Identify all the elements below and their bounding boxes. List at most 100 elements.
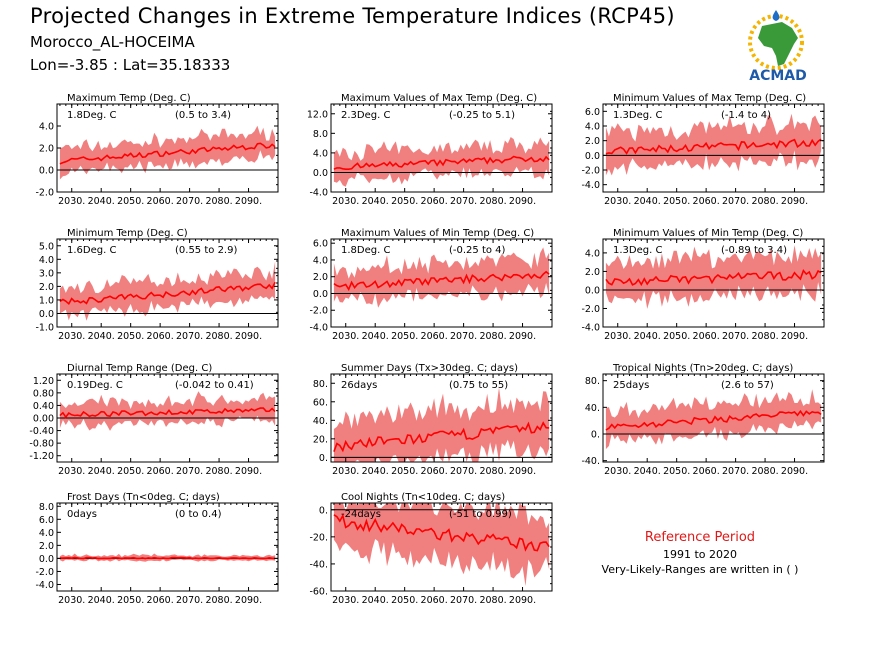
x-tick-label: 2070.: [176, 331, 203, 342]
y-tick-label: 0.0: [585, 285, 600, 296]
x-tick-label: 2070.: [722, 331, 749, 342]
y-tick-label: -4.0: [35, 580, 54, 591]
y-tick-label: 0.80: [33, 388, 54, 399]
very-likely-range-value: (0 to 0.4): [175, 509, 222, 520]
x-tick-label: 2070.: [450, 466, 477, 477]
very-likely-range-value: (-0.25 to 5.1): [449, 110, 515, 121]
very-likely-range-band: [59, 261, 276, 321]
x-tick-label: 2080.: [205, 595, 232, 606]
x-tick-label: 2080.: [479, 331, 506, 342]
reference-period-title: Reference Period: [644, 530, 756, 545]
x-tick-label: 2050.: [117, 331, 144, 342]
median-change-line: [605, 138, 822, 155]
x-tick-label: 2090.: [235, 196, 262, 207]
x-tick-label: 2050.: [117, 196, 144, 207]
x-tick-label: 2090.: [509, 595, 536, 606]
x-tick-label: 2050.: [117, 466, 144, 477]
median-change-line: [333, 513, 550, 552]
x-tick-label: 2040.: [634, 466, 661, 477]
chart-panel: 6.0 4.0 2.0 0.0 -2.0 -4.0 2030. 2040. 2050. 2060.…: [581, 93, 825, 207]
median-change-line: [333, 421, 550, 453]
water-drop-icon: [772, 10, 780, 21]
y-tick-label: 0.0: [39, 166, 54, 177]
x-tick-label: 2030.: [332, 466, 359, 477]
x-tick-label: 2040.: [634, 196, 661, 207]
location-label: Morocco_AL-HOCEIMA: [30, 33, 195, 51]
very-likely-range-value: (-0.042 to 0.41): [175, 380, 254, 391]
x-tick-label: 2090.: [509, 466, 536, 477]
y-tick-label: 80.: [313, 379, 328, 390]
x-tick-label: 2030.: [604, 466, 631, 477]
x-tick-label: 2050.: [117, 595, 144, 606]
median-change-value: 25days: [613, 380, 649, 391]
x-tick-label: 2050.: [391, 331, 418, 342]
y-tick-label: 0.: [319, 453, 328, 464]
panel-title: Tropical Nights (Tn>20deg. C; days): [612, 363, 793, 374]
y-tick-label: 4.0: [313, 148, 328, 159]
y-tick-label: -0.80: [29, 439, 54, 450]
y-tick-label: 6.0: [585, 107, 600, 118]
x-tick-label: 2040.: [362, 331, 389, 342]
x-tick-label: 2070.: [176, 595, 203, 606]
y-tick-label: -20.: [309, 532, 328, 543]
x-tick-label: 2090.: [235, 595, 262, 606]
very-likely-range-band: [605, 245, 822, 309]
x-tick-label: 2080.: [479, 196, 506, 207]
x-tick-label: 2080.: [479, 595, 506, 606]
median-change-line: [605, 409, 822, 431]
chart-panel: 80.60.40.20.0.2030. 2040. 2050. 2060. 2070. 2…: [313, 363, 553, 477]
median-change-line: [59, 142, 276, 165]
chart-panel: 0.-20.-40.-60.2030. 2040. 2050. 2060. 2070. 2…: [309, 492, 553, 606]
y-tick-label: -2.0: [309, 306, 328, 317]
y-tick-label: 80.: [585, 376, 600, 387]
very-likely-range-band: [333, 387, 550, 462]
panel-title: Minimum Temp (Deg. C): [67, 228, 188, 239]
x-tick-label: 2040.: [88, 466, 115, 477]
x-tick-label: 2090.: [509, 331, 536, 342]
median-change-line: [333, 270, 550, 292]
x-tick-label: 2090.: [781, 331, 808, 342]
chart-panel: 5.0 4.0 3.0 2.0 1.0 0.0 -1.0 2030. 2040. 2050. 206…: [35, 228, 279, 342]
very-likely-range-value: (0.75 to 55): [449, 380, 508, 391]
x-tick-label: 2040.: [634, 331, 661, 342]
x-tick-label: 2050.: [663, 466, 690, 477]
x-tick-label: 2030.: [58, 331, 85, 342]
y-tick-label: -1.0: [35, 323, 54, 334]
y-tick-label: 4.0: [313, 255, 328, 266]
y-tick-label: 4.0: [585, 122, 600, 133]
median-change-value: -24days: [341, 509, 381, 520]
median-change-value: 2.3Deg. C: [341, 110, 390, 121]
chart-panel: 4.0 2.0 0.0 -2.0 -4.0 2030. 2040. 2050. 2060. 207…: [581, 228, 825, 342]
chart-panel: 80. 40. 0. -40. 2030. 2040. 2050. 2060. 2070. 208…: [581, 363, 825, 477]
x-tick-label: 2030.: [332, 595, 359, 606]
very-likely-range-value: (-51 to 0.99): [449, 509, 512, 520]
y-tick-label: -4.0: [581, 323, 600, 334]
median-change-value: 0days: [67, 509, 97, 520]
y-tick-label: -60.: [309, 587, 328, 598]
y-tick-label: 0.: [591, 430, 600, 441]
y-tick-label: 5.0: [39, 241, 54, 252]
y-tick-label: -0.40: [29, 426, 54, 437]
y-tick-label: 40.: [313, 416, 328, 427]
y-tick-label: 2.0: [585, 136, 600, 147]
y-tick-label: 8.0: [313, 129, 328, 140]
median-change-value: 1.3Deg. C: [613, 110, 662, 121]
y-tick-label: 2.0: [585, 267, 600, 278]
very-likely-range-value: (0.55 to 2.9): [175, 245, 237, 256]
y-tick-label: 0.40: [33, 401, 54, 412]
y-tick-label: 0.: [319, 505, 328, 516]
panel-title: Minimum Values of Min Temp (Deg. C): [613, 228, 803, 239]
x-tick-label: 2060.: [147, 331, 174, 342]
median-change-value: 1.3Deg. C: [613, 245, 662, 256]
africa-shape-icon: [758, 22, 798, 66]
median-change-line: [59, 281, 276, 306]
median-change-line: [59, 407, 276, 419]
panel-title: Summer Days (Tx>30deg. C; days): [341, 363, 518, 374]
median-change-line: [333, 155, 550, 170]
y-tick-label: 6.0: [39, 515, 54, 526]
very-likely-range-band: [605, 113, 822, 176]
y-tick-label: 8.0: [39, 502, 54, 513]
very-likely-range-band: [333, 503, 550, 586]
x-tick-label: 2070.: [176, 196, 203, 207]
